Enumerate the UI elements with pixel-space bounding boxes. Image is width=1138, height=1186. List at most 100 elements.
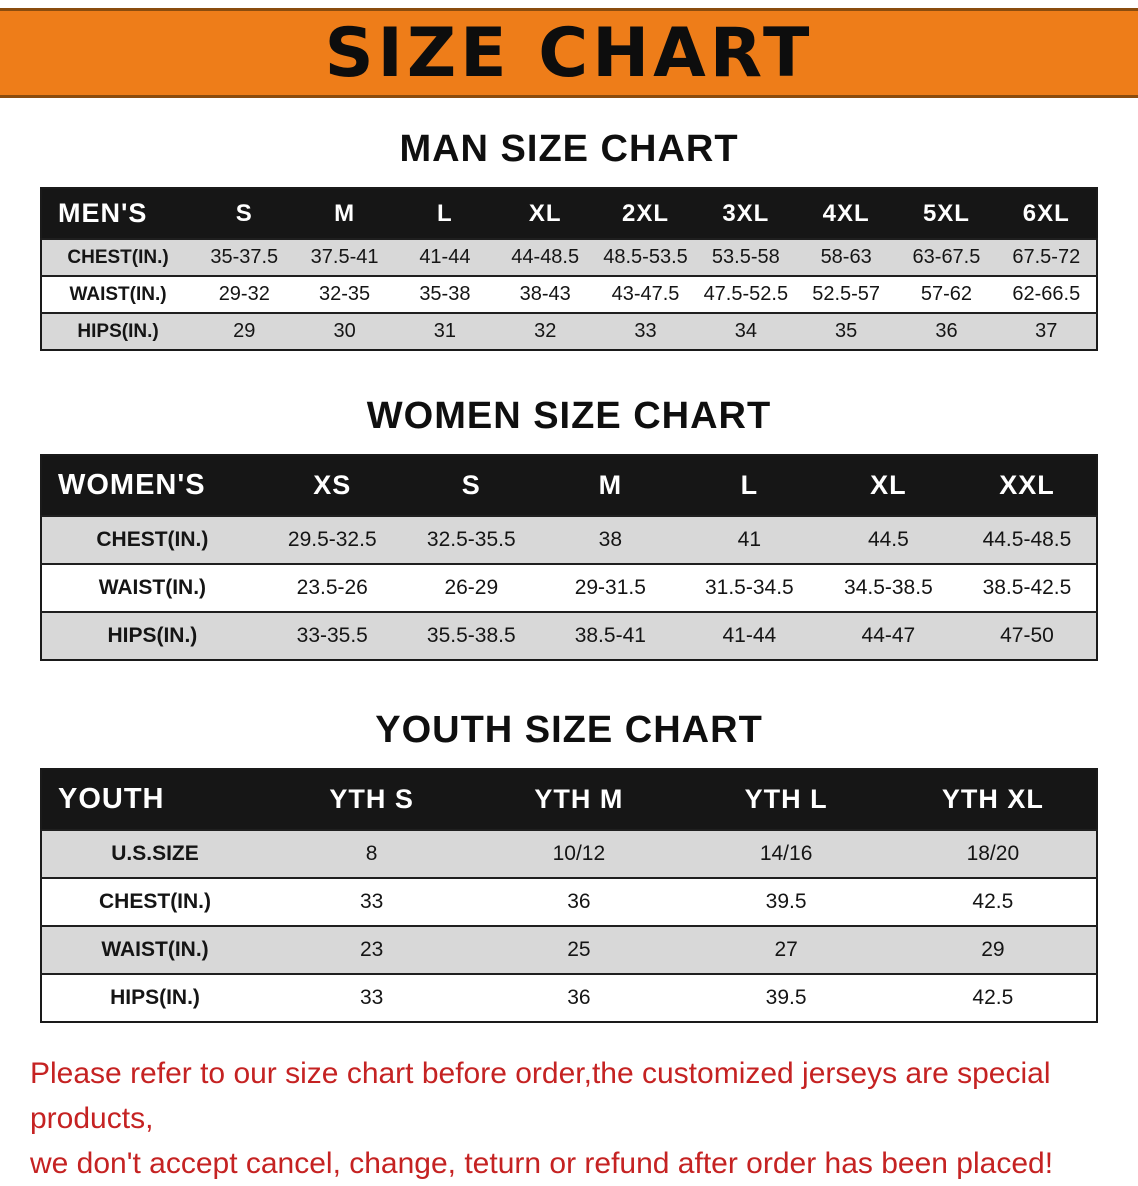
- table-cell: 53.5-58: [695, 238, 796, 276]
- table-cell: 32.5-35.5: [401, 515, 541, 564]
- table-cell: 38.5-41: [540, 611, 680, 660]
- table-cell: 29: [194, 312, 295, 350]
- table-cell: 63-67.5: [896, 238, 997, 276]
- table-header-cell: M: [294, 188, 395, 239]
- table-cell: 36: [475, 877, 683, 926]
- table-cell: 33: [595, 312, 696, 350]
- table-cell: 41-44: [679, 611, 819, 660]
- youth-size-table: YOUTH YTH S YTH M YTH L YTH XL U.S.SIZE …: [40, 768, 1098, 1023]
- table-cell: 38: [540, 515, 680, 564]
- table-cell: 33-35.5: [262, 611, 402, 660]
- row-label: HIPS(IN.): [41, 312, 195, 350]
- table-cell: 35.5-38.5: [401, 611, 541, 660]
- row-label: HIPS(IN.): [41, 611, 263, 660]
- table-cell: 44.5-48.5: [957, 515, 1097, 564]
- table-cell: 42.5: [889, 973, 1097, 1022]
- table-cell: 47.5-52.5: [695, 275, 796, 313]
- table-row: U.S.SIZE 8 10/12 14/16 18/20: [41, 829, 1097, 878]
- table-header-cell: 2XL: [595, 188, 696, 239]
- table-header-cell: WOMEN'S: [41, 455, 263, 516]
- table-header-cell: YTH M: [475, 769, 683, 830]
- table-cell: 34: [695, 312, 796, 350]
- disclaimer-line-2: we don't accept cancel, change, teturn o…: [30, 1147, 1054, 1180]
- table-cell: 8: [268, 829, 476, 878]
- table-header-row: WOMEN'S XS S M L XL XXL: [41, 455, 1097, 516]
- table-cell: 57-62: [896, 275, 997, 313]
- table-header-row: YOUTH YTH S YTH M YTH L YTH XL: [41, 769, 1097, 830]
- row-label: CHEST(IN.): [41, 515, 263, 564]
- table-header-cell: YOUTH: [41, 769, 269, 830]
- table-cell: 29: [889, 925, 1097, 974]
- table-cell: 14/16: [682, 829, 890, 878]
- table-header-cell: YTH L: [682, 769, 890, 830]
- table-header-cell: S: [194, 188, 295, 239]
- table-row: CHEST(IN.) 33 36 39.5 42.5: [41, 877, 1097, 926]
- table-cell: 48.5-53.5: [595, 238, 696, 276]
- youth-section-title: YOUTH SIZE CHART: [375, 709, 763, 751]
- table-cell: 37: [996, 312, 1097, 350]
- table-cell: 29.5-32.5: [262, 515, 402, 564]
- table-header-cell: S: [401, 455, 541, 516]
- table-cell: 62-66.5: [996, 275, 1097, 313]
- row-label: WAIST(IN.): [41, 275, 195, 313]
- table-cell: 44.5: [818, 515, 958, 564]
- table-cell: 44-47: [818, 611, 958, 660]
- table-cell: 44-48.5: [495, 238, 596, 276]
- table-cell: 36: [896, 312, 997, 350]
- disclaimer-text: Please refer to our size chart before or…: [30, 1051, 1112, 1186]
- table-cell: 42.5: [889, 877, 1097, 926]
- table-cell: 43-47.5: [595, 275, 696, 313]
- size-chart-banner: SIZE CHART: [0, 8, 1138, 98]
- row-label: CHEST(IN.): [41, 238, 195, 276]
- table-cell: 31: [394, 312, 496, 350]
- row-label: U.S.SIZE: [41, 829, 269, 878]
- table-header-cell: L: [679, 455, 819, 516]
- table-cell: 35: [795, 312, 897, 350]
- man-size-table: MEN'S S M L XL 2XL 3XL 4XL 5XL 6XL CHEST…: [40, 187, 1098, 351]
- table-cell: 41: [679, 515, 819, 564]
- table-header-cell: XXL: [957, 455, 1097, 516]
- table-header-cell: XL: [818, 455, 958, 516]
- table-cell: 26-29: [401, 563, 541, 612]
- table-cell: 25: [475, 925, 683, 974]
- table-cell: 35-37.5: [194, 238, 295, 276]
- table-row: CHEST(IN.) 29.5-32.5 32.5-35.5 38 41 44.…: [41, 515, 1097, 564]
- table-header-cell: YTH S: [268, 769, 476, 830]
- table-header-cell: L: [394, 188, 496, 239]
- table-cell: 23: [268, 925, 476, 974]
- women-size-table: WOMEN'S XS S M L XL XXL CHEST(IN.) 29.5-…: [40, 454, 1098, 661]
- table-cell: 67.5-72: [996, 238, 1097, 276]
- table-header-cell: XS: [262, 455, 402, 516]
- disclaimer-line-1: Please refer to our size chart before or…: [30, 1057, 1051, 1135]
- table-cell: 47-50: [957, 611, 1097, 660]
- table-cell: 41-44: [394, 238, 496, 276]
- banner-title: SIZE CHART: [324, 13, 814, 93]
- table-cell: 29-32: [194, 275, 295, 313]
- table-cell: 34.5-38.5: [818, 563, 958, 612]
- row-label: CHEST(IN.): [41, 877, 269, 926]
- table-cell: 38.5-42.5: [957, 563, 1097, 612]
- table-row: HIPS(IN.) 33 36 39.5 42.5: [41, 973, 1097, 1022]
- table-cell: 32: [495, 312, 596, 350]
- women-section-title: WOMEN SIZE CHART: [366, 395, 772, 437]
- table-row: WAIST(IN.) 29-32 32-35 35-38 38-43 43-47…: [41, 275, 1097, 313]
- table-cell: 27: [682, 925, 890, 974]
- table-cell: 32-35: [294, 275, 395, 313]
- table-cell: 39.5: [682, 973, 890, 1022]
- table-row: CHEST(IN.) 35-37.5 37.5-41 41-44 44-48.5…: [41, 238, 1097, 276]
- table-header-row: MEN'S S M L XL 2XL 3XL 4XL 5XL 6XL: [41, 188, 1097, 239]
- table-cell: 37.5-41: [294, 238, 395, 276]
- table-header-cell: 4XL: [795, 188, 897, 239]
- row-label: HIPS(IN.): [41, 973, 269, 1022]
- table-cell: 23.5-26: [262, 563, 402, 612]
- table-header-cell: XL: [495, 188, 596, 239]
- table-cell: 29-31.5: [540, 563, 680, 612]
- table-cell: 35-38: [394, 275, 496, 313]
- table-cell: 31.5-34.5: [679, 563, 819, 612]
- table-header-cell: 6XL: [996, 188, 1097, 239]
- table-cell: 33: [268, 877, 476, 926]
- table-row: HIPS(IN.) 29 30 31 32 33 34 35 36 37: [41, 312, 1097, 350]
- table-cell: 38-43: [495, 275, 596, 313]
- table-cell: 58-63: [795, 238, 897, 276]
- table-cell: 52.5-57: [795, 275, 897, 313]
